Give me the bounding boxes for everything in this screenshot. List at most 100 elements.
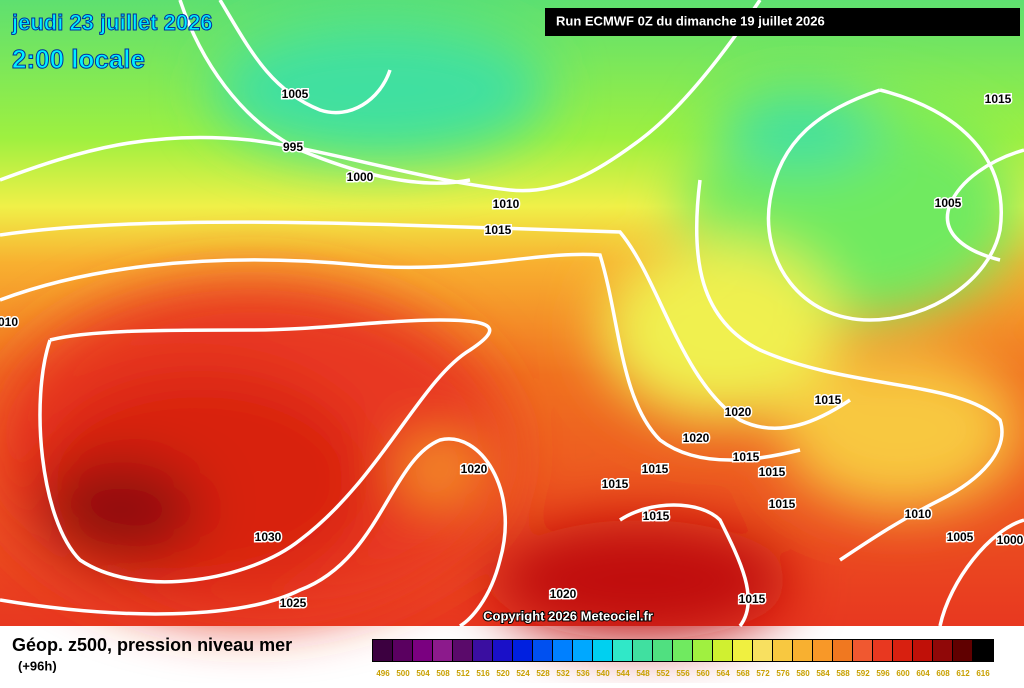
run-info: Run ECMWF 0Z du dimanche 19 juillet 2026 (556, 13, 825, 28)
isobar-label: 1015 (733, 450, 760, 464)
legend-title: Géop. z500, pression niveau mer (12, 635, 292, 655)
isobar-label: 1020 (725, 405, 752, 419)
forecast-date: jeudi 23 juillet 2026 (11, 10, 213, 35)
isobar-label: 1015 (739, 592, 766, 606)
forecast-step: (+96h) (18, 658, 57, 673)
isobars (0, 0, 1024, 626)
scale-label: 604 (916, 669, 930, 678)
isobar-label: 1010 (905, 507, 932, 521)
isobar-label: 1020 (683, 431, 710, 445)
scale-swatch (453, 640, 472, 661)
scale-swatch (373, 640, 392, 661)
isobar-label: 1015 (815, 393, 842, 407)
scale-label: 608 (936, 669, 950, 678)
scale-swatch (713, 640, 732, 661)
scale-swatch (913, 640, 932, 661)
scale-label: 600 (896, 669, 910, 678)
scale-label: 556 (676, 669, 690, 678)
isobar-label: 1015 (485, 223, 512, 237)
isobar-label: 1015 (769, 497, 796, 511)
isobar-label: 1000 (347, 170, 374, 184)
scale-label: 520 (496, 669, 510, 678)
scale-label: 596 (876, 669, 890, 678)
isobar-label: 1015 (602, 477, 629, 491)
scale-label: 524 (516, 669, 530, 678)
scale-label: 500 (396, 669, 410, 678)
scale-label: 572 (756, 669, 770, 678)
isobar-labels: 1005995100010101015101510050101015102010… (0, 86, 1024, 612)
scale-swatch (953, 640, 972, 661)
scale-swatch (473, 640, 492, 661)
scale-label: 568 (736, 669, 750, 678)
color-scale: 496 500 504 508 512 516 520 524 528 532 536 540 544 5… (372, 639, 994, 678)
isobar-label: 1030 (255, 530, 282, 544)
isobar-label: 1005 (282, 87, 309, 101)
scale-swatch (733, 640, 752, 661)
field-shading (0, 20, 1020, 640)
isobar-label: 1000 (997, 533, 1024, 547)
scale-label: 496 (376, 669, 390, 678)
scale-swatch (773, 640, 792, 661)
isobar-label: 1020 (461, 462, 488, 476)
isobar-label: 1025 (280, 596, 307, 610)
scale-swatch (973, 640, 992, 661)
scale-swatch (933, 640, 952, 661)
isobar-label: 010 (0, 315, 18, 329)
scale-label: 548 (636, 669, 650, 678)
isobar-label: 1015 (985, 92, 1012, 106)
scale-swatch (553, 640, 572, 661)
scale-label: 508 (436, 669, 450, 678)
scale-label: 516 (476, 669, 490, 678)
legend-panel: Géop. z500, pression niveau mer (+96h) 4… (12, 635, 994, 678)
isobar-label: 1005 (935, 196, 962, 210)
scale-swatch (833, 640, 852, 661)
scale-swatch (793, 640, 812, 661)
scale-label: 536 (576, 669, 590, 678)
scale-label: 560 (696, 669, 710, 678)
isobar-label: 1015 (642, 462, 669, 476)
scale-label: 592 (856, 669, 870, 678)
scale-swatch (433, 640, 452, 661)
scale-swatch (513, 640, 532, 661)
isobar-label: 1015 (643, 509, 670, 523)
scale-swatch (873, 640, 892, 661)
scale-swatch (613, 640, 632, 661)
copyright: Copyright 2026 Meteociel.fr (483, 608, 653, 623)
scale-label: 580 (796, 669, 810, 678)
scale-label: 584 (816, 669, 830, 678)
isobar-label: 1010 (493, 197, 520, 211)
scale-label: 616 (976, 669, 990, 678)
scale-swatch (813, 640, 832, 661)
scale-swatch (633, 640, 652, 661)
scale-label: 544 (616, 669, 630, 678)
isobar-label: 1005 (947, 530, 974, 544)
scale-swatch (893, 640, 912, 661)
run-banner (545, 8, 1020, 36)
map: Run ECMWF 0Z du dimanche 19 juillet 2026… (0, 0, 1024, 640)
scale-label: 540 (596, 669, 610, 678)
scale-label: 576 (776, 669, 790, 678)
isobar-label: 1020 (550, 587, 577, 601)
scale-swatch (493, 640, 512, 661)
scale-swatch (853, 640, 872, 661)
scale-label: 528 (536, 669, 550, 678)
scale-label: 504 (416, 669, 430, 678)
scale-label: 552 (656, 669, 670, 678)
forecast-time: 2:00 locale (12, 44, 145, 74)
scale-swatch (673, 640, 692, 661)
scale-swatch (533, 640, 552, 661)
scale-label: 564 (716, 669, 730, 678)
scale-label: 532 (556, 669, 570, 678)
isobar-label: 995 (283, 140, 303, 154)
scale-swatch (753, 640, 772, 661)
isobar-label: 1015 (759, 465, 786, 479)
scale-label: 512 (456, 669, 470, 678)
scale-label: 588 (836, 669, 850, 678)
scale-swatch (693, 640, 712, 661)
scale-swatch (653, 640, 672, 661)
scale-swatch (573, 640, 592, 661)
scale-swatch (393, 640, 412, 661)
scale-label: 612 (956, 669, 970, 678)
scale-swatch (413, 640, 432, 661)
